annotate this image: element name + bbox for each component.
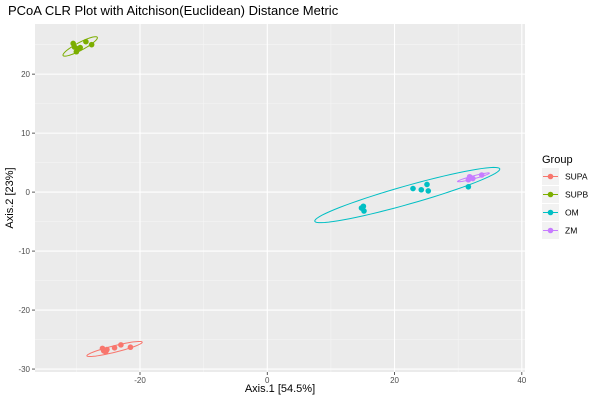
point-supb xyxy=(88,41,95,48)
x-tick-label: -20 xyxy=(134,376,146,385)
point-om xyxy=(410,185,416,192)
point-om xyxy=(424,181,430,188)
point-om xyxy=(361,208,367,214)
y-tick-label: -30 xyxy=(18,365,30,374)
y-axis-title: Axis.2 [23%] xyxy=(4,167,16,228)
legend-key-zm xyxy=(547,227,554,234)
y-tick-label: -20 xyxy=(18,306,30,315)
point-supb xyxy=(71,44,78,50)
legend-label-supa: SUPA xyxy=(565,172,588,182)
grid-major xyxy=(35,24,525,372)
legend-label-supb: SUPB xyxy=(565,190,588,200)
ellipse-om xyxy=(314,166,501,224)
legend-key-om xyxy=(547,209,554,216)
legend-label-om: OM xyxy=(565,208,579,218)
point-zm xyxy=(478,172,485,178)
x-tick-label: 0 xyxy=(265,376,270,385)
point-om xyxy=(418,186,425,193)
legend-label-zm: ZM xyxy=(565,226,577,236)
point-supa xyxy=(118,342,124,348)
point-om xyxy=(425,188,432,194)
point-supa xyxy=(127,344,134,351)
point-supa xyxy=(102,349,109,355)
legend: Group SUPA SUPB OM ZM xyxy=(542,154,588,239)
plot-panel xyxy=(35,24,525,372)
x-tick-label: 40 xyxy=(517,376,526,385)
chart-title: PCoA CLR Plot with Aitchison(Euclidean) … xyxy=(8,3,339,18)
grid-minor xyxy=(35,24,525,372)
point-om xyxy=(360,203,367,210)
data-points xyxy=(70,38,485,355)
y-tick-label: 0 xyxy=(26,188,31,197)
point-supb xyxy=(77,44,83,51)
point-supb xyxy=(73,48,80,55)
x-axis: -20 0 20 40 xyxy=(134,372,527,385)
y-tick-label: 20 xyxy=(21,70,30,79)
legend-key-supb xyxy=(547,191,554,198)
legend-title: Group xyxy=(542,154,573,166)
y-tick-label: -10 xyxy=(18,247,30,256)
x-tick-label: 20 xyxy=(390,376,399,385)
y-axis: -30 -20 -10 0 10 20 xyxy=(18,70,35,374)
point-supa xyxy=(111,345,118,351)
x-axis-title: Axis.1 [54.5%] xyxy=(245,383,315,395)
legend-key-supa xyxy=(547,173,554,180)
point-supb xyxy=(83,38,89,45)
point-zm xyxy=(466,173,473,180)
y-tick-label: 10 xyxy=(21,129,30,138)
point-om xyxy=(465,183,472,190)
